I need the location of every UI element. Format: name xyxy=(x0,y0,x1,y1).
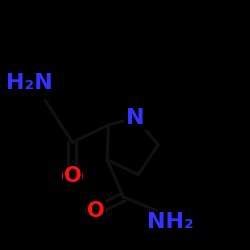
Text: H₂N: H₂N xyxy=(6,73,52,93)
Text: O: O xyxy=(87,201,105,221)
Text: NH₂: NH₂ xyxy=(147,212,194,232)
Text: O: O xyxy=(64,166,81,186)
Text: N: N xyxy=(126,108,145,128)
